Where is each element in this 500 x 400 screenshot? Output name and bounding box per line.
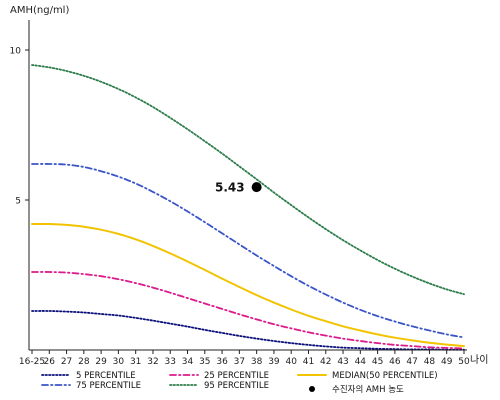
y-tick-label: 10 [10, 47, 22, 57]
x-tick-label: 34 [182, 357, 194, 367]
series-line-75-percentile [31, 163, 465, 339]
x-tick-label: 41 [303, 357, 314, 367]
x-tick-label: 42 [320, 357, 331, 367]
x-tick-label: 16-25 [19, 357, 45, 367]
series-line-median-50-percentile [31, 222, 465, 348]
y-axis-title: AMH(ng/ml) [10, 5, 69, 16]
y-tick-label: 5 [15, 197, 21, 207]
legend-point-marker [309, 386, 315, 392]
x-tick-label: 33 [165, 357, 176, 367]
x-tick-label: 45 [372, 357, 383, 367]
x-tick-label: 27 [61, 357, 72, 367]
x-tick-label: 35 [199, 357, 210, 367]
legend-label: 수진자의 AMH 농도 [332, 384, 404, 395]
x-tick-label: 30 [113, 357, 125, 367]
x-tick-label: 50 [458, 357, 470, 367]
x-tick-label: 28 [78, 357, 90, 367]
series-line-25-percentile [31, 271, 465, 350]
legend-label: MEDIAN(50 PERCENTILE) [332, 371, 438, 381]
patient-amh-value-label: 5.43 [215, 181, 245, 195]
series-lines [31, 64, 465, 351]
x-tick-label: 29 [95, 357, 107, 367]
x-tick-label: 43 [337, 357, 348, 367]
x-tick-label: 37 [234, 357, 245, 367]
x-tick-label: 26 [44, 357, 56, 367]
x-tick-label: 47 [406, 357, 417, 367]
legend: 5 PERCENTILE 25 PERCENTILE MEDIAN(50 PERCE… [41, 371, 438, 395]
patient-amh-point [251, 182, 262, 193]
axes: AMH(ng/ml) 나이 [10, 5, 488, 366]
patient-point: 5.43 [215, 181, 262, 195]
x-tick-label: 39 [268, 357, 280, 367]
x-tick-label: 38 [251, 357, 263, 367]
x-axis-title: 나이 [470, 354, 488, 366]
legend-label: 5 PERCENTILE [76, 371, 136, 381]
x-tick-label: 46 [389, 357, 401, 367]
x-tick-label: 36 [216, 357, 228, 367]
legend-label: 75 PERCENTILE [76, 381, 141, 391]
x-tick-label: 31 [130, 357, 141, 367]
legend-label: 95 PERCENTILE [204, 381, 269, 391]
series-line-5-percentile [31, 310, 465, 351]
x-tick-label: 49 [441, 357, 453, 367]
x-tick-label: 40 [285, 357, 297, 367]
x-tick-label: 48 [424, 357, 436, 367]
x-tick-label: 32 [147, 357, 158, 367]
legend-label: 25 PERCENTILE [204, 371, 269, 381]
series-line-95-percentile [31, 64, 465, 296]
x-tick-label: 44 [355, 357, 367, 367]
